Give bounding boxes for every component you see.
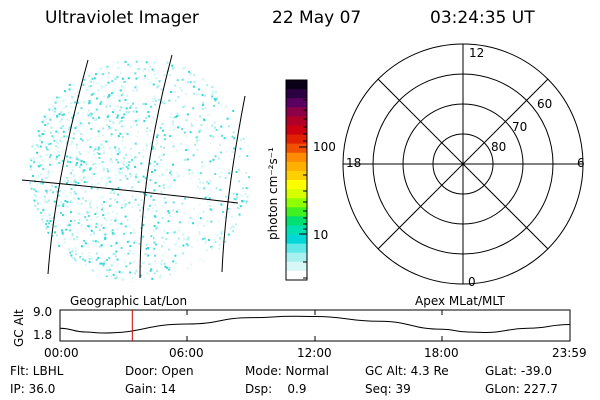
gc-alt-xtick-0000: 00:00 — [44, 346, 79, 360]
polar-lat-80: 80 — [491, 140, 507, 154]
instrument-title: Ultraviolet Imager — [45, 8, 199, 28]
colorbar-segment — [286, 107, 307, 117]
colorbar-segment — [286, 216, 307, 226]
gc-alt-ytick-9: 9.0 — [33, 305, 53, 319]
geographic-grid-lines — [21, 54, 246, 279]
info-gc-alt: GC Alt: 4.3 Re — [365, 364, 449, 378]
polar-plot — [342, 43, 584, 285]
gc-alt-ytick-1-8: 1.8 — [33, 328, 53, 342]
apex-caption: Apex MLat/MLT — [415, 294, 505, 308]
polar-lat-70: 70 — [512, 120, 528, 134]
gc-alt-xtick-1200: 12:00 — [297, 346, 332, 360]
gc-alt-plot-frame — [59, 309, 571, 342]
colorbar-segment — [286, 198, 307, 208]
colorbar-segment — [286, 252, 307, 263]
colorbar-segment — [286, 80, 307, 90]
polar-label-18: 18 — [346, 156, 362, 170]
info-gain: Gain: 14 — [125, 382, 176, 396]
colorbar-segment — [286, 170, 307, 181]
gc-alt-xtick-2359: 23:59 — [552, 346, 587, 360]
info-dsp: Dsp: 0.9 — [245, 382, 307, 396]
info-glon: GLon: 227.7 — [485, 382, 558, 396]
colorbar-segment — [286, 225, 307, 236]
colorbar-segment — [286, 207, 307, 217]
colorbar-segment — [286, 180, 307, 190]
colorbar-segment — [286, 152, 307, 163]
info-glat: GLat: -39.0 — [485, 364, 552, 378]
geographic-caption: Geographic Lat/Lon — [70, 294, 188, 308]
gc-alt-x-ticks — [186, 310, 443, 341]
colorbar-segment — [286, 98, 307, 108]
polar-label-0: 0 — [468, 275, 476, 289]
gc-alt-series-line — [59, 315, 571, 334]
info-mode: Mode: Normal — [245, 364, 329, 378]
info-ip: IP: 36.0 — [10, 382, 56, 396]
colorbar-segment — [286, 125, 307, 136]
colorbar-segment — [286, 234, 307, 245]
colorbar-frame — [285, 79, 308, 281]
uv-image-disk — [28, 60, 252, 282]
colorbar-unit-label: photon cm⁻²s⁻¹ — [266, 147, 280, 240]
colorbar-segment — [286, 89, 307, 99]
colorbar-segment — [286, 143, 307, 154]
time-label: 03:24:35 UT — [430, 8, 535, 28]
colorbar-segment — [286, 161, 307, 172]
info-door: Door: Open — [125, 364, 194, 378]
colorbar-segment — [286, 270, 307, 281]
polar-label-12: 12 — [469, 46, 485, 60]
date-label: 22 May 07 — [272, 8, 362, 28]
colorbar-segment — [286, 116, 307, 126]
gc-alt-ylabel: GC Alt — [12, 309, 26, 347]
colorbar-tick-label-100: 100 — [313, 140, 336, 154]
colorbar-segment — [286, 134, 307, 145]
info-filter: Flt: LBHL — [10, 364, 64, 378]
colorbar-segment — [286, 243, 307, 254]
colorbar — [286, 80, 307, 281]
colorbar-segment — [286, 261, 307, 272]
gc-alt-xtick-0600: 06:00 — [169, 346, 204, 360]
polar-lat-60: 60 — [537, 97, 553, 111]
polar-label-6: 6 — [577, 156, 585, 170]
colorbar-ticks — [299, 87, 307, 279]
colorbar-tick-label-10: 10 — [313, 228, 329, 242]
info-seq: Seq: 39 — [365, 382, 411, 396]
gc-alt-xtick-1800: 18:00 — [424, 346, 459, 360]
colorbar-segment — [286, 189, 307, 199]
